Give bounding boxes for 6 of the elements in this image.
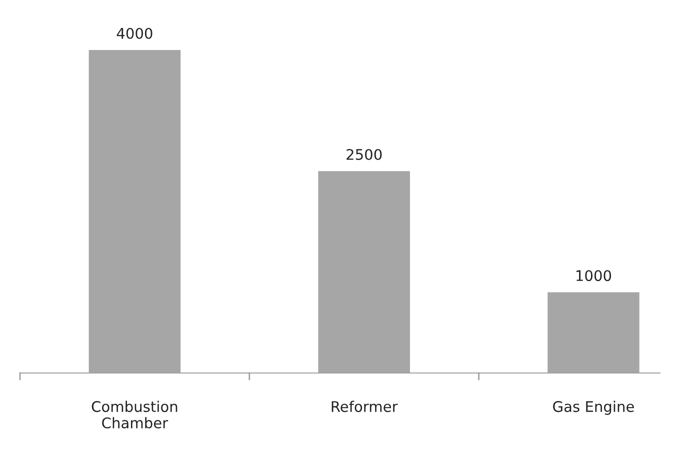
x-tick-label: Gas Engine <box>553 400 634 415</box>
x-tick-label: Reformer <box>332 400 398 412</box>
data-label: 4000 <box>116 28 152 39</box>
x-tick-label: Combustion Chamber <box>92 400 178 428</box>
data-label: 2500 <box>346 148 382 160</box>
data-label: 1000 <box>576 270 612 282</box>
